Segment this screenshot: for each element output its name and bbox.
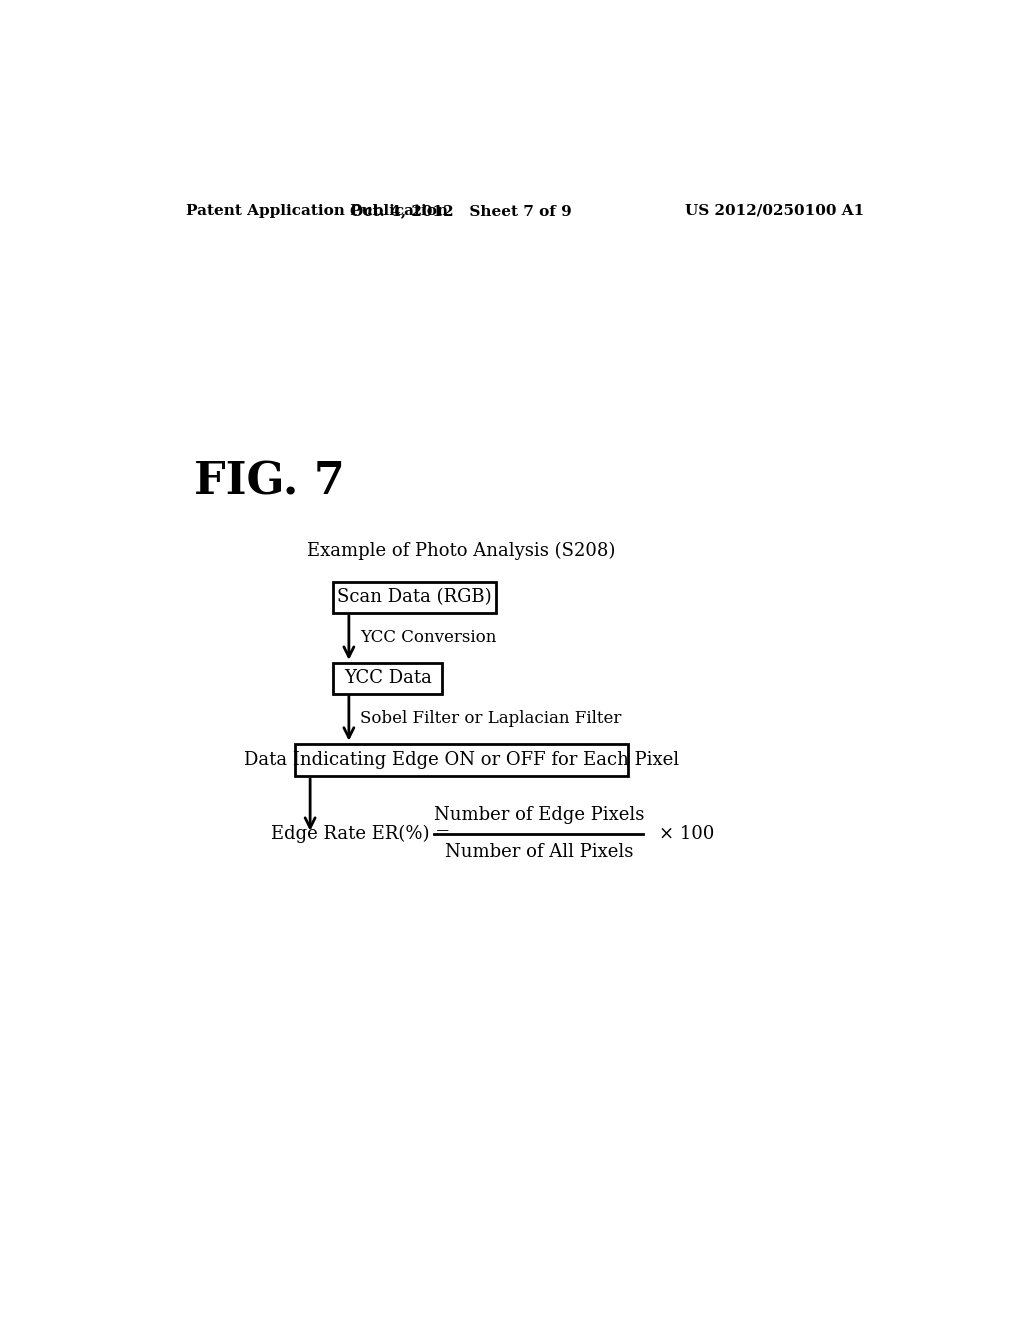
Text: US 2012/0250100 A1: US 2012/0250100 A1: [685, 203, 864, 218]
Text: × 100: × 100: [658, 825, 715, 842]
Text: Number of All Pixels: Number of All Pixels: [444, 843, 633, 861]
FancyBboxPatch shape: [295, 743, 628, 776]
Text: Patent Application Publication: Patent Application Publication: [186, 203, 449, 218]
Text: YCC Data: YCC Data: [344, 669, 431, 688]
Text: Sobel Filter or Laplacian Filter: Sobel Filter or Laplacian Filter: [359, 710, 622, 727]
Text: Example of Photo Analysis (S208): Example of Photo Analysis (S208): [307, 543, 615, 560]
Text: Data Indicating Edge ON or OFF for Each Pixel: Data Indicating Edge ON or OFF for Each …: [244, 751, 679, 768]
Text: YCC Conversion: YCC Conversion: [359, 630, 496, 647]
Text: Edge Rate ER(%) =: Edge Rate ER(%) =: [271, 825, 451, 842]
Text: Number of Edge Pixels: Number of Edge Pixels: [433, 807, 644, 824]
Text: Scan Data (RGB): Scan Data (RGB): [338, 589, 493, 606]
Text: FIG. 7: FIG. 7: [194, 461, 345, 503]
FancyBboxPatch shape: [334, 582, 496, 612]
FancyBboxPatch shape: [334, 663, 442, 693]
Text: Oct. 4, 2012   Sheet 7 of 9: Oct. 4, 2012 Sheet 7 of 9: [350, 203, 572, 218]
